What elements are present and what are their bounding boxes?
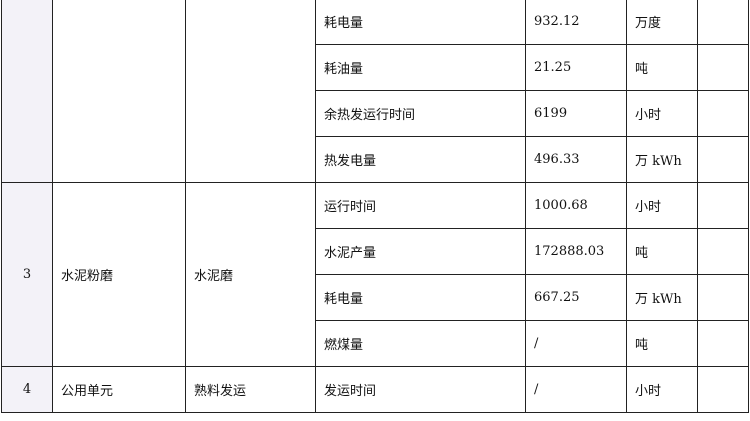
process-cell [52,0,186,183]
unit-cell: 吨 [626,228,698,275]
remark-cell [697,44,749,91]
remark-cell [697,182,749,229]
unit-cell: 吨 [626,320,698,367]
table-row: 余热发运行时间 6199 小时 [2,90,749,137]
item-cell: 热发电量 [315,136,526,183]
table-row: 水泥产量 172888.03 吨 [2,228,749,275]
equipment-cell [185,0,316,183]
item-cell: 耗电量 [315,274,526,321]
unit-cell: 万 kWh [626,274,698,321]
remark-cell [697,366,749,413]
table-row: 4 公用单元 熟料发运 发运时间 / 小时 [1,366,749,413]
row-number-cell: 4 [1,366,53,413]
equipment-cell: 熟料发运 [185,366,316,413]
row-number-cell: 3 [1,182,53,367]
value-cell: 667.25 [525,274,627,321]
unit-cell: 小时 [626,90,698,137]
unit-cell: 小时 [626,182,698,229]
unit-cell: 吨 [626,44,698,91]
process-cell: 水泥粉磨 [52,182,186,367]
remark-cell [697,320,749,367]
equipment-cell: 水泥磨 [185,182,316,367]
remark-cell [697,136,749,183]
remark-cell [697,0,749,45]
value-cell: 932.12 [525,0,627,45]
value-cell: / [525,366,627,413]
data-table: 耗电量 932.12 万度 耗油量 21.25 吨余热发运行时间 6199 小时 热发电量 496… [1,0,749,413]
value-cell: 496.33 [525,136,627,183]
item-cell: 耗电量 [315,0,526,45]
unit-cell: 小时 [626,366,698,413]
item-cell: 耗油量 [315,44,526,91]
item-cell: 运行时间 [315,182,526,229]
unit-cell: 万度 [626,0,698,45]
process-cell: 公用单元 [52,366,186,413]
value-cell: 6199 [525,90,627,137]
table-row: 3 水泥粉磨 水泥磨 运行时间 1000.68 小时 [1,182,749,367]
table-row: 耗油量 21.25 吨 [2,44,749,91]
remark-cell [697,90,749,137]
value-cell: 21.25 [525,44,627,91]
value-cell: 172888.03 [525,228,627,275]
remark-cell [697,274,749,321]
item-cell: 余热发运行时间 [315,90,526,137]
item-cell: 燃煤量 [315,320,526,367]
item-cell: 水泥产量 [315,228,526,275]
value-cell: / [525,320,627,367]
item-cell: 发运时间 [315,366,526,413]
unit-cell: 万 kWh [626,136,698,183]
value-cell: 1000.68 [525,182,627,229]
table-row: 耗电量 932.12 万度 [1,0,749,183]
table-row: 热发电量 496.33 万 kWh [2,136,749,183]
table-row: 耗电量 667.25 万 kWh [2,274,749,321]
remark-cell [697,228,749,275]
row-number-cell [1,0,53,183]
